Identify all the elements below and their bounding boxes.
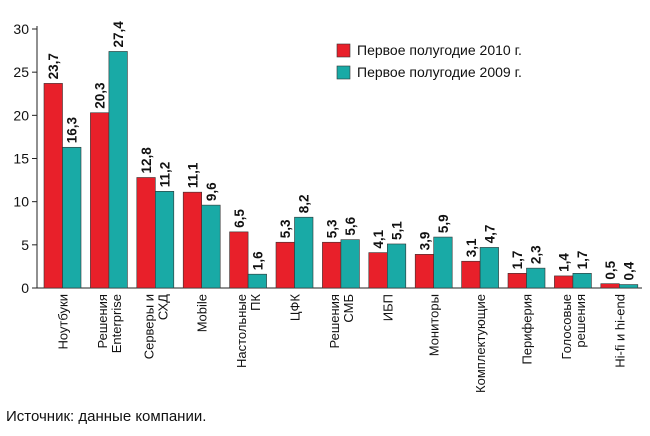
bar-2010 bbox=[90, 112, 110, 289]
bar-value-label: 5,1 bbox=[390, 221, 405, 240]
bar-2009 bbox=[201, 204, 221, 289]
source-note: Источник: данные компании. bbox=[6, 408, 207, 425]
bar-2009 bbox=[618, 284, 639, 289]
x-category-label: Enterprise bbox=[109, 294, 124, 353]
bar-2009 bbox=[108, 51, 128, 289]
y-tick-label: 0 bbox=[21, 280, 29, 296]
bar-2010 bbox=[507, 273, 527, 289]
bar-value-label: 16,3 bbox=[65, 117, 80, 144]
x-category-label: Мониторы bbox=[427, 294, 442, 356]
bar-value-label: 11,1 bbox=[185, 162, 200, 188]
bar-value-label: 5,3 bbox=[325, 219, 340, 238]
x-category-label: Голосовые bbox=[559, 294, 574, 359]
bar-value-label: 1,4 bbox=[557, 253, 572, 272]
legend-swatch bbox=[336, 43, 351, 58]
x-category-label: ИБП bbox=[380, 294, 395, 321]
bar-2009 bbox=[433, 236, 453, 289]
x-category-label: Hi-fi и hi-end bbox=[612, 294, 627, 368]
bar-2009 bbox=[340, 239, 360, 289]
bar-2010 bbox=[554, 275, 574, 289]
bar-value-label: 5,9 bbox=[436, 214, 451, 233]
bar-value-label: 12,8 bbox=[139, 147, 154, 174]
bar-value-label: 5,6 bbox=[343, 216, 358, 235]
x-category-label: Комплектующие bbox=[473, 294, 488, 393]
x-category-label: Решения bbox=[95, 294, 110, 348]
bar-2010 bbox=[461, 260, 481, 289]
bar-2010 bbox=[229, 231, 249, 289]
x-category-label: решения bbox=[573, 294, 588, 348]
bar-value-label: 1,7 bbox=[575, 251, 590, 270]
bar-value-label: 27,4 bbox=[111, 21, 126, 48]
bar-2009 bbox=[294, 216, 314, 289]
x-category-label: Ноутбуки bbox=[56, 294, 71, 350]
bar-2009 bbox=[247, 273, 267, 289]
y-tick-label: 30 bbox=[13, 21, 29, 37]
bar-2009 bbox=[62, 146, 82, 289]
bar-2010 bbox=[182, 191, 202, 289]
x-category-label: Периферия bbox=[520, 294, 535, 365]
bar-value-label: 4,7 bbox=[482, 225, 497, 244]
bar-value-label: 23,7 bbox=[46, 53, 61, 79]
y-tick-label: 25 bbox=[13, 64, 29, 80]
y-tick-label: 5 bbox=[21, 237, 29, 253]
bar-2009 bbox=[386, 243, 407, 289]
y-tick-label: 15 bbox=[13, 151, 29, 167]
bar-2010 bbox=[136, 177, 156, 289]
x-category-label: ПК bbox=[248, 294, 263, 311]
legend-label: Первое полугодие 2010 г. bbox=[357, 42, 522, 58]
bar-2010 bbox=[414, 254, 435, 289]
y-tick-label: 10 bbox=[13, 194, 29, 210]
bar-2010 bbox=[600, 283, 620, 289]
x-category-label: Mobile bbox=[195, 294, 210, 332]
bar-value-label: 2,3 bbox=[529, 245, 544, 264]
bar-value-label: 5,3 bbox=[278, 219, 293, 238]
bar-2010 bbox=[368, 252, 388, 289]
legend-label: Первое полугодие 2009 г. bbox=[357, 64, 522, 80]
bar-2010 bbox=[43, 83, 63, 289]
bar-2009 bbox=[479, 247, 499, 289]
bar-2010 bbox=[275, 241, 295, 289]
bar-2009 bbox=[526, 267, 546, 289]
bar-value-label: 3,1 bbox=[464, 238, 479, 257]
bar-value-label: 9,6 bbox=[204, 182, 219, 201]
x-category-label: СХД bbox=[155, 294, 170, 320]
bar-value-label: 6,5 bbox=[232, 209, 247, 228]
x-category-label: Настольные bbox=[234, 294, 249, 368]
x-category-label: Решения bbox=[327, 294, 342, 348]
bar-value-label: 11,2 bbox=[158, 162, 173, 188]
bar-value-label: 1,6 bbox=[250, 251, 265, 270]
bar-2010 bbox=[322, 241, 342, 289]
bar-value-label: 3,9 bbox=[417, 232, 432, 251]
y-tick-label: 20 bbox=[13, 107, 29, 123]
bar-value-label: 4,1 bbox=[371, 229, 386, 248]
x-category-label: СМБ bbox=[341, 294, 356, 323]
bar-value-label: 0,5 bbox=[603, 260, 618, 279]
bar-value-label: 1,7 bbox=[510, 251, 525, 270]
bar-value-label: 20,3 bbox=[93, 82, 108, 109]
bar-2009 bbox=[572, 273, 592, 289]
legend-swatch bbox=[336, 65, 351, 80]
bar-value-label: 0,4 bbox=[622, 261, 637, 280]
x-category-label: Серверы и bbox=[141, 294, 156, 359]
bar-value-label: 8,2 bbox=[297, 194, 312, 213]
bar-2009 bbox=[155, 191, 175, 289]
x-category-label: ЦФК bbox=[288, 294, 303, 322]
